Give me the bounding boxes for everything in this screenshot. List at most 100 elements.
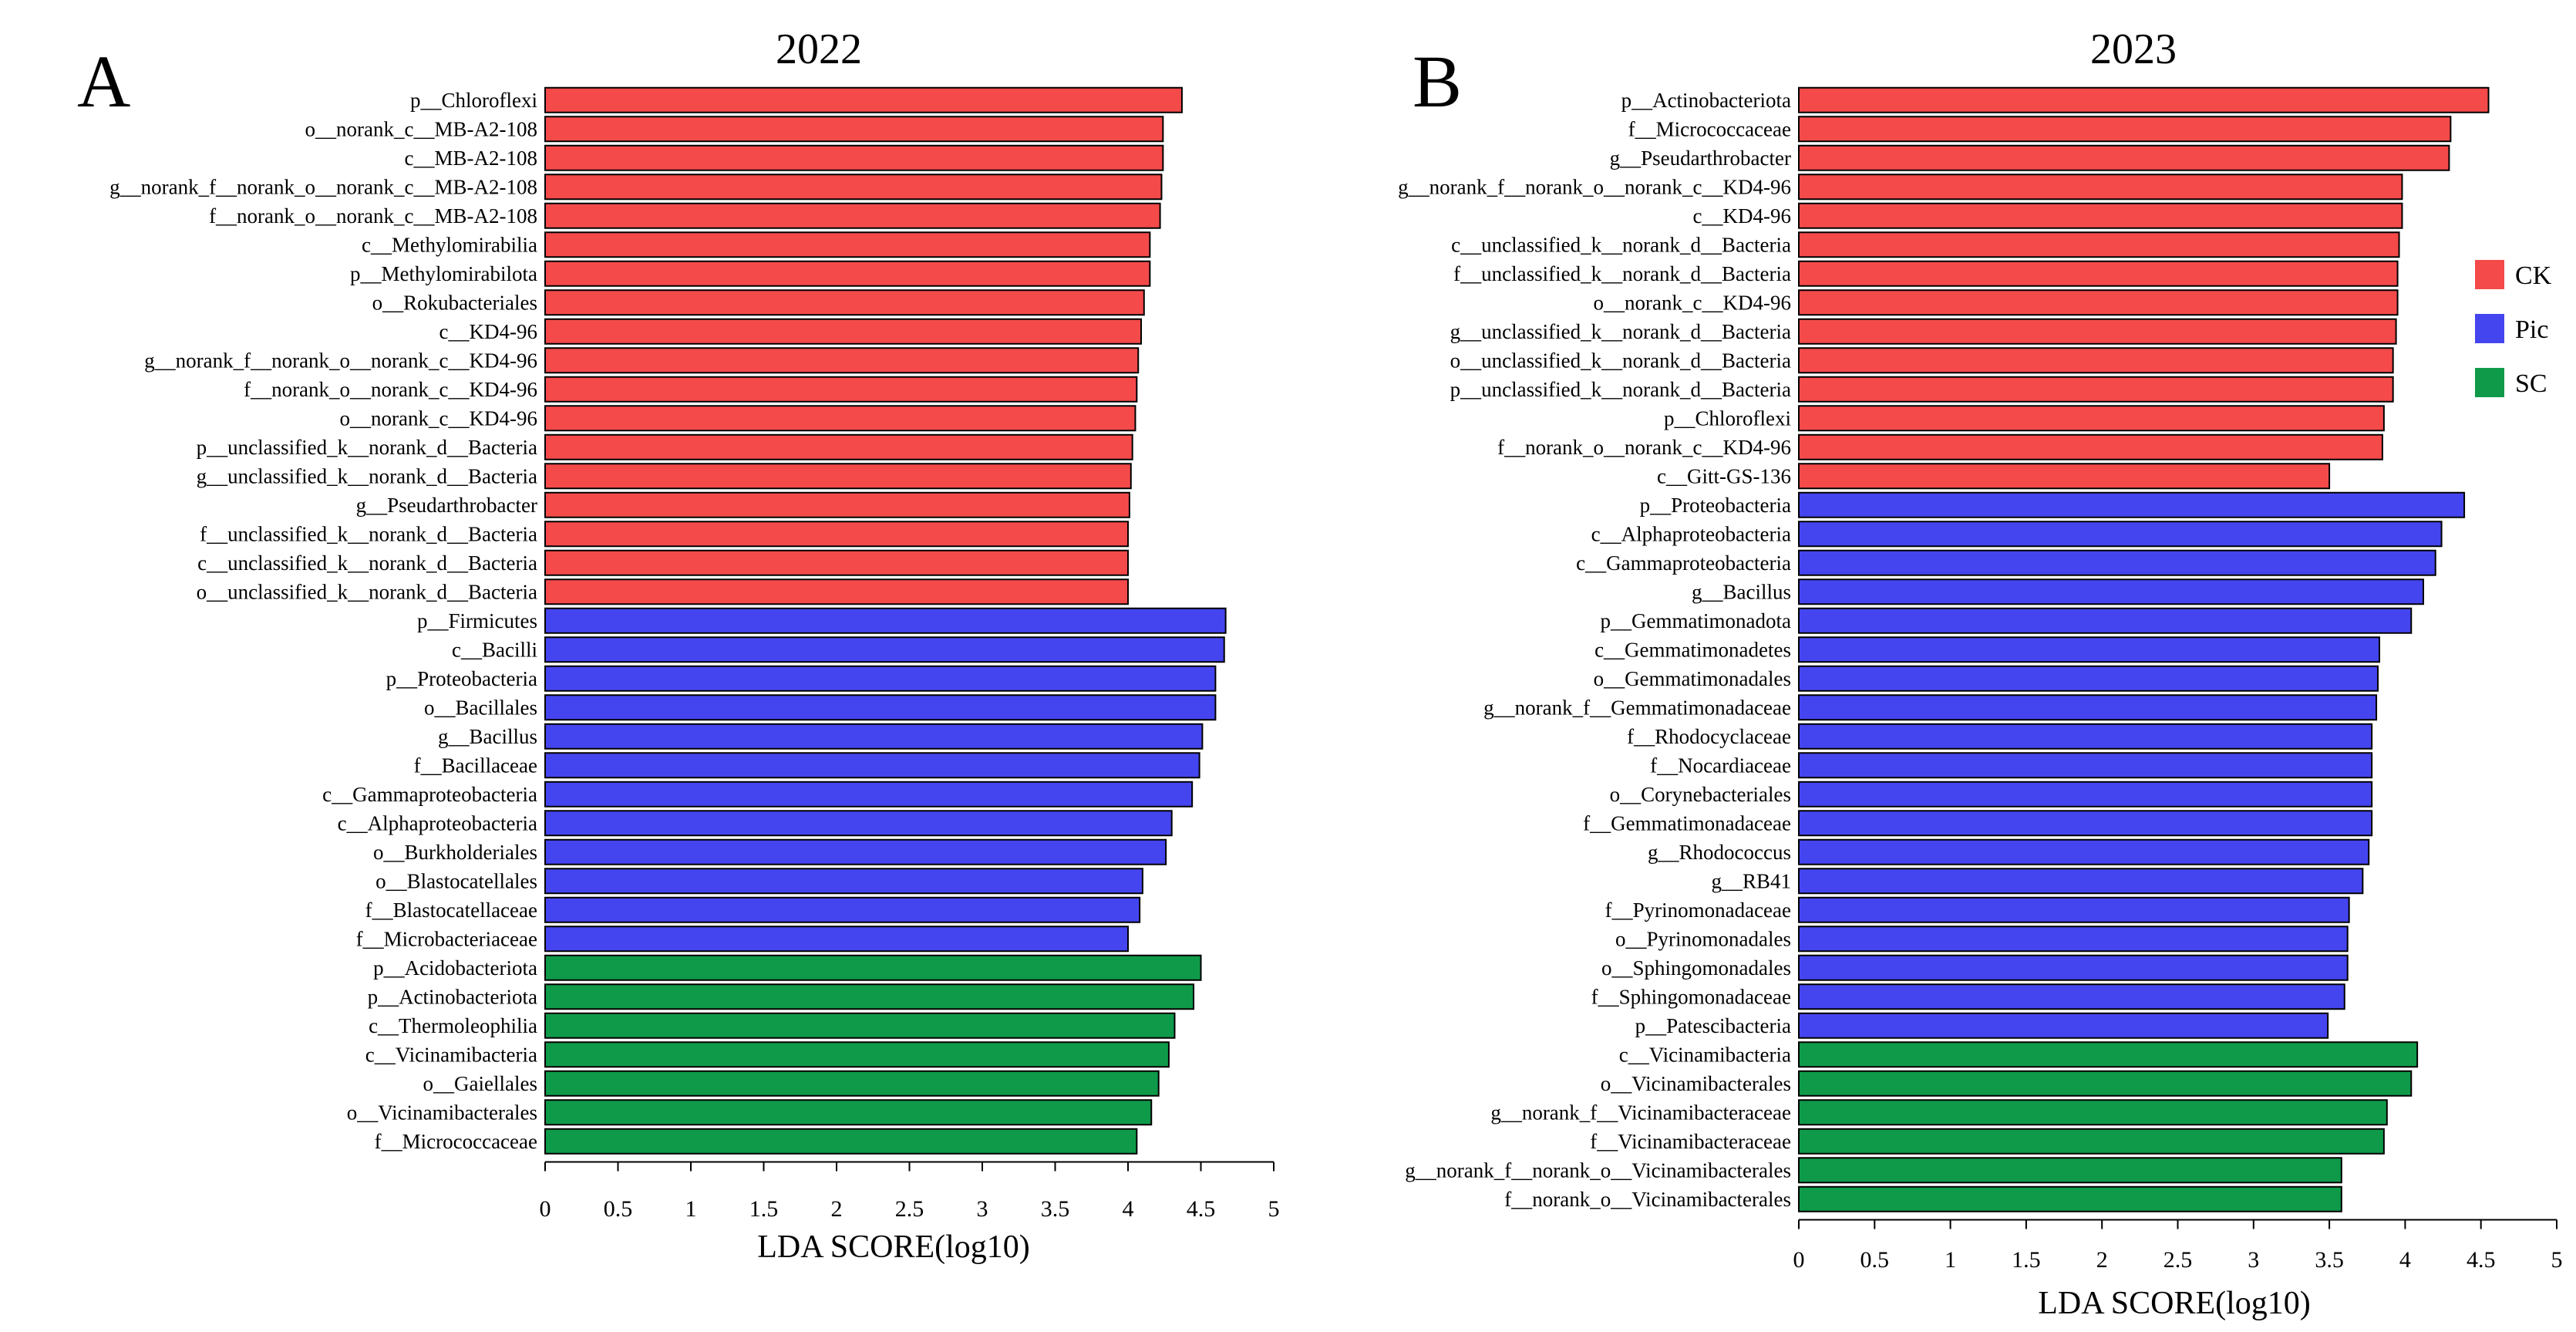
legend-swatch-ck — [2475, 260, 2504, 289]
bar-a-8 — [544, 318, 1143, 345]
bar-label-a-19: c__Bacilli — [452, 638, 537, 661]
legend-label-pic: Pic — [2515, 315, 2548, 344]
x-tick-label-b-0: 0 — [1793, 1247, 1805, 1273]
x-axis-title-b: LDA SCORE(log10) — [2038, 1286, 2311, 1321]
x-axis-title-a: LDA SCORE(log10) — [757, 1229, 1030, 1265]
bar-b-34 — [1798, 1070, 2413, 1097]
bar-b-10 — [1798, 376, 2394, 403]
bar-label-a-18: p__Firmicutes — [417, 609, 537, 632]
bar-label-a-33: c__Vicinamibacteria — [365, 1043, 537, 1066]
bar-a-29 — [544, 926, 1129, 953]
bar-label-b-28: f__Pyrinomonadaceae — [1605, 899, 1791, 922]
bar-b-21 — [1798, 694, 2378, 721]
bar-b-30 — [1798, 954, 2349, 981]
bar-label-a-8: c__KD4-96 — [439, 320, 537, 343]
x-tick-label-b-7: 3.5 — [2315, 1247, 2344, 1273]
bar-a-23 — [544, 752, 1200, 779]
bar-label-b-17: g__Bacillus — [1692, 580, 1791, 603]
bar-a-7 — [544, 289, 1145, 316]
bar-label-b-25: f__Gemmatimonadaceae — [1583, 811, 1791, 835]
x-tick-label-a-7: 3.5 — [1041, 1196, 1070, 1222]
bar-label-a-1: o__norank_c__MB-A2-108 — [305, 117, 537, 140]
bar-label-b-20: o__Gemmatimonadales — [1594, 667, 1791, 690]
bar-a-21 — [544, 694, 1217, 721]
bar-label-b-16: c__Gammaproteobacteria — [1576, 551, 1791, 575]
bar-label-b-23: f__Nocardiaceae — [1650, 754, 1791, 777]
bar-label-b-13: c__Gitt-GS-136 — [1657, 464, 1791, 487]
x-tick-label-b-8: 4 — [2399, 1247, 2411, 1273]
panel-title-b: 2023 — [2090, 25, 2177, 73]
bar-label-a-22: g__Bacillus — [438, 725, 537, 748]
bar-label-a-5: c__Methylomirabilia — [362, 233, 537, 256]
bar-a-32 — [544, 1012, 1176, 1039]
bar-a-12 — [544, 433, 1133, 460]
bar-b-16 — [1798, 549, 2436, 576]
bar-label-b-1: f__Micrococcaceae — [1628, 117, 1791, 140]
x-tick-label-b-6: 3 — [2248, 1247, 2259, 1273]
bar-label-a-21: o__Bacillales — [424, 696, 537, 719]
bar-label-b-12: f__norank_o__norank_c__KD4-96 — [1497, 436, 1791, 459]
bar-label-b-0: p__Actinobacteriota — [1621, 89, 1791, 112]
x-tick-label-a-4: 2 — [831, 1196, 843, 1222]
bar-b-15 — [1798, 521, 2443, 548]
x-tick-label-b-2: 1 — [1945, 1247, 1956, 1273]
bar-b-38 — [1798, 1185, 2342, 1212]
bar-label-a-0: p__Chloroflexi — [410, 89, 537, 112]
x-tick-label-b-9: 4.5 — [2467, 1247, 2496, 1273]
bar-a-18 — [544, 607, 1227, 634]
bar-label-a-34: o__Gaiellales — [423, 1072, 537, 1095]
bar-a-10 — [544, 376, 1138, 403]
bar-label-a-28: f__Blastocatellaceae — [365, 899, 537, 922]
legend-swatch-pic — [2475, 314, 2504, 343]
bar-b-4 — [1798, 202, 2403, 229]
panel-title-a: 2022 — [776, 25, 862, 73]
bar-b-35 — [1798, 1099, 2388, 1126]
x-tick-label-a-3: 1.5 — [749, 1196, 779, 1222]
x-tick-label-b-5: 2.5 — [2164, 1247, 2193, 1273]
bar-a-34 — [544, 1070, 1160, 1097]
bar-a-17 — [544, 578, 1129, 605]
bar-b-23 — [1798, 752, 2373, 779]
bar-label-b-2: g__Pseudarthrobacter — [1610, 147, 1791, 170]
bar-b-7 — [1798, 289, 2399, 316]
bar-b-32 — [1798, 1012, 2329, 1039]
x-tick-label-b-4: 2 — [2096, 1247, 2108, 1273]
bar-b-1 — [1798, 116, 2452, 143]
bar-b-3 — [1798, 174, 2403, 201]
bar-label-a-3: g__norank_f__norank_o__norank_c__MB-A2-1… — [109, 175, 537, 198]
bar-b-17 — [1798, 578, 2424, 605]
bar-label-a-2: c__MB-A2-108 — [405, 147, 537, 170]
bar-a-13 — [544, 463, 1132, 490]
bar-a-26 — [544, 838, 1167, 865]
x-tick-label-a-9: 4.5 — [1187, 1196, 1216, 1222]
bar-label-a-32: c__Thermoleophilia — [369, 1014, 537, 1037]
bar-label-b-37: g__norank_f__norank_o__Vicinamibacterale… — [1405, 1158, 1791, 1182]
bar-label-a-10: f__norank_o__norank_c__KD4-96 — [244, 378, 537, 401]
bar-label-b-3: g__norank_f__norank_o__norank_c__KD4-96 — [1398, 175, 1791, 198]
bar-a-25 — [544, 810, 1173, 837]
bar-label-b-24: o__Corynebacteriales — [1610, 783, 1791, 806]
bar-a-1 — [544, 116, 1164, 143]
bar-a-36 — [544, 1128, 1138, 1155]
bar-label-a-30: p__Acidobacteriota — [373, 956, 537, 980]
bar-b-6 — [1798, 260, 2399, 287]
bar-label-a-25: c__Alphaproteobacteria — [338, 811, 537, 835]
bar-label-b-27: g__RB41 — [1711, 869, 1791, 892]
bar-label-b-15: c__Alphaproteobacteria — [1591, 522, 1791, 545]
panel-letter-a: A — [77, 40, 130, 123]
bar-b-11 — [1798, 405, 2385, 432]
bar-label-b-14: p__Proteobacteria — [1640, 494, 1791, 517]
bar-b-25 — [1798, 810, 2373, 837]
bar-label-a-14: g__Pseudarthrobacter — [356, 494, 537, 517]
bar-label-b-26: g__Rhodococcus — [1648, 841, 1791, 864]
bar-a-14 — [544, 491, 1130, 518]
bar-a-16 — [544, 549, 1129, 576]
bar-a-5 — [544, 231, 1151, 258]
bar-label-a-9: g__norank_f__norank_o__norank_c__KD4-96 — [144, 349, 537, 372]
bar-a-33 — [544, 1041, 1170, 1068]
bar-a-9 — [544, 347, 1140, 374]
x-tick-label-a-8: 4 — [1123, 1196, 1134, 1222]
bar-a-28 — [544, 896, 1141, 923]
bar-b-31 — [1798, 983, 2345, 1010]
bar-label-a-16: c__unclassified_k__norank_d__Bacteria — [197, 551, 537, 575]
